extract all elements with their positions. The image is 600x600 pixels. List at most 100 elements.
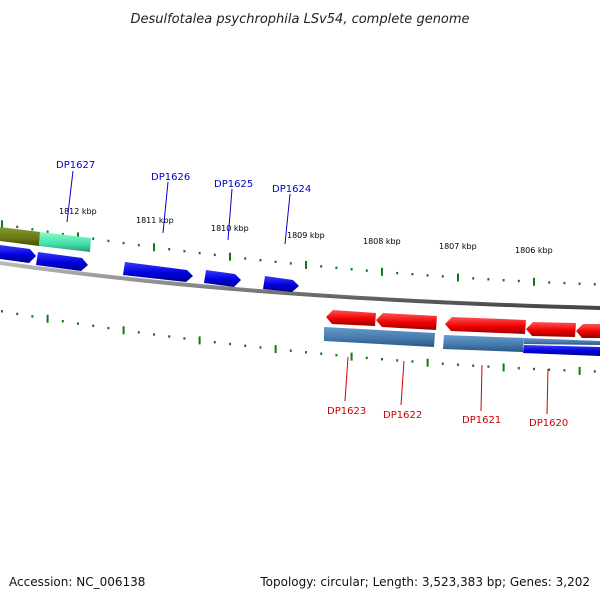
minor-tick <box>274 260 277 263</box>
minor-tick <box>183 337 186 340</box>
minor-tick <box>533 367 535 371</box>
gene-arrow-reverse <box>445 317 526 334</box>
steelblue-feature <box>324 327 435 347</box>
minor-tick <box>396 271 399 275</box>
gene-label-dp1620: DP1620 <box>529 418 568 429</box>
gene-label-dp1627: DP1627 <box>56 160 95 171</box>
minor-tick <box>16 225 19 229</box>
minor-tick <box>92 324 95 327</box>
major-tick <box>46 314 49 323</box>
minor-tick <box>320 352 323 355</box>
gene-arrow-forward <box>36 252 88 271</box>
steelblue-feature <box>524 338 600 345</box>
minor-tick <box>320 265 323 268</box>
minor-tick <box>563 281 566 285</box>
gene-arrow-reverse <box>526 322 576 337</box>
outer-scale-ticks <box>1 220 596 286</box>
minor-tick <box>122 241 125 245</box>
steelblue-feature <box>443 335 524 352</box>
minor-tick <box>487 365 490 368</box>
minor-tick <box>259 259 262 262</box>
minor-tick <box>289 349 292 352</box>
gene-label-dp1623: DP1623 <box>327 406 366 417</box>
minor-tick <box>548 281 551 284</box>
minor-tick <box>350 268 353 271</box>
inner-scale-ticks <box>1 310 596 375</box>
major-tick <box>426 358 429 367</box>
major-tick <box>305 260 307 269</box>
minor-tick <box>213 253 216 257</box>
minor-tick <box>411 273 414 276</box>
minor-tick <box>472 364 475 367</box>
minor-tick <box>441 275 444 278</box>
minor-tick <box>563 369 566 372</box>
minor-tick <box>77 322 79 325</box>
gene-arrow-reverse <box>576 324 600 338</box>
minor-tick <box>137 244 140 247</box>
gene-arrow-forward <box>0 245 36 263</box>
gene-arrow-forward <box>204 270 241 287</box>
steelblue-track <box>324 327 600 356</box>
major-tick <box>274 345 277 354</box>
major-tick <box>502 363 505 372</box>
major-tick <box>153 243 155 252</box>
major-tick <box>1 220 3 229</box>
forward-gene-labels <box>66 170 291 245</box>
gene-arrow-reverse <box>326 310 376 326</box>
gene-arrow-reverse <box>376 313 437 330</box>
minor-tick <box>244 257 247 260</box>
major-tick <box>381 267 383 276</box>
gene-label-dp1622: DP1622 <box>383 410 422 421</box>
minor-tick <box>61 232 64 236</box>
genome-backbone <box>0 261 600 310</box>
minor-tick <box>244 344 247 347</box>
minor-tick <box>16 312 19 316</box>
minor-tick <box>1 310 3 313</box>
minor-tick <box>107 239 110 243</box>
map-title: Desulfotalea psychrophila LSv54, complet… <box>130 12 469 27</box>
scale-label-1806: 1806 kbp <box>515 246 553 255</box>
scale-label-1811: 1811 kbp <box>136 216 174 225</box>
minor-tick <box>153 333 155 336</box>
minor-tick <box>289 262 292 265</box>
minor-tick <box>107 326 110 330</box>
minor-tick <box>487 278 490 281</box>
major-tick <box>578 366 581 375</box>
scale-label-1807: 1807 kbp <box>439 242 477 251</box>
minor-tick <box>517 367 520 370</box>
major-tick <box>198 336 201 345</box>
minor-tick <box>365 269 368 272</box>
major-tick <box>229 252 231 261</box>
gene-arrow-forward <box>123 262 193 282</box>
scale-label-1808: 1808 kbp <box>363 237 401 246</box>
minor-tick <box>92 237 95 240</box>
minor-tick <box>472 277 475 280</box>
minor-tick <box>593 283 596 286</box>
reverse-strand-genes <box>326 310 600 338</box>
major-tick <box>77 232 79 241</box>
minor-tick <box>305 351 307 354</box>
minor-tick <box>441 362 444 365</box>
minor-tick <box>31 315 34 318</box>
minor-tick <box>31 228 34 231</box>
major-tick <box>122 326 125 335</box>
minor-tick <box>396 359 399 362</box>
minor-tick <box>229 342 231 346</box>
accession-text: Accession: NC_006138 <box>9 575 146 589</box>
major-tick <box>350 352 353 361</box>
blue-feature <box>523 345 600 356</box>
reverse-gene-labels <box>344 356 549 415</box>
minor-tick <box>168 248 171 251</box>
minor-tick <box>335 354 338 357</box>
minor-tick <box>213 341 216 344</box>
major-tick <box>457 273 459 282</box>
gene-label-dp1625: DP1625 <box>214 179 253 190</box>
minor-tick <box>137 331 140 334</box>
minor-tick <box>593 370 596 373</box>
minor-tick <box>517 279 520 283</box>
minor-tick <box>381 358 383 361</box>
gene-arrow-forward <box>263 276 299 292</box>
minor-tick <box>183 250 186 253</box>
scale-label-1810: 1810 kbp <box>211 224 249 233</box>
minor-tick <box>61 320 64 323</box>
